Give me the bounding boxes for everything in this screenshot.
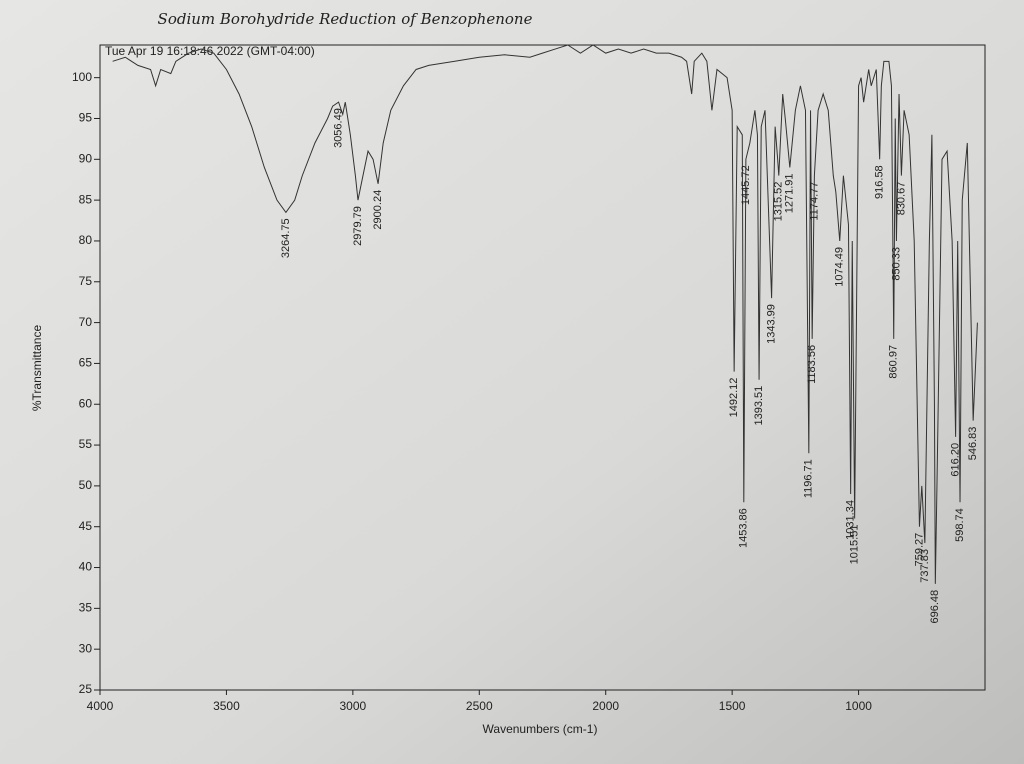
peak-label: 1393.51 <box>753 386 765 426</box>
peak-label: 1183.56 <box>806 345 818 384</box>
x-tick-label: 4000 <box>87 699 114 713</box>
peak-label: 1343.99 <box>765 304 777 344</box>
x-axis-label: Wavenumbers (cm-1) <box>483 722 598 736</box>
peak-label: 916.58 <box>874 165 886 199</box>
peak-label: 616.20 <box>950 443 962 477</box>
peak-label: 1271.91 <box>784 173 796 213</box>
y-tick-label: 50 <box>79 478 93 492</box>
x-tick-label: 2000 <box>592 699 619 713</box>
plot-frame <box>99 44 986 691</box>
x-tick-label: 1000 <box>845 699 872 713</box>
peak-label: 1453.86 <box>738 508 750 548</box>
chart-title: Sodium Borohydride Reduction of Benzophe… <box>158 10 533 28</box>
y-tick-label: 80 <box>79 233 93 247</box>
peak-label: 737.83 <box>919 549 931 583</box>
peak-label: 696.48 <box>929 590 941 624</box>
timestamp: Tue Apr 19 16:18:46 2022 (GMT-04:00) <box>105 44 315 58</box>
peak-label: 1492.12 <box>728 378 740 418</box>
peak-label: 598.74 <box>954 508 966 542</box>
peak-label: 1074.49 <box>834 247 846 287</box>
peak-label: 850.33 <box>890 247 902 281</box>
y-tick-label: 90 <box>79 151 93 165</box>
peak-label: 546.83 <box>967 427 979 461</box>
y-tick-label: 35 <box>79 601 93 615</box>
x-tick-label: 3500 <box>213 699 240 713</box>
y-tick-label: 60 <box>79 396 93 410</box>
peak-label: 3264.75 <box>280 218 292 258</box>
peak-label: 1015.51 <box>849 525 861 565</box>
peak-label: 1174.77 <box>808 182 820 221</box>
y-tick-label: 25 <box>79 682 93 696</box>
spectrum-line <box>112 44 978 584</box>
peak-label: 1196.71 <box>803 459 815 498</box>
y-tick-label: 30 <box>79 641 93 655</box>
y-tick-label: 75 <box>79 274 93 288</box>
peak-label: 759.27 <box>913 533 925 567</box>
peak-label: 2979.79 <box>352 206 364 246</box>
y-tick-label: 95 <box>79 111 93 125</box>
peak-label: 1315.52 <box>773 182 785 222</box>
x-tick-label: 3000 <box>340 699 367 713</box>
peak-label: 2900.24 <box>372 190 384 230</box>
y-tick-label: 100 <box>72 70 92 84</box>
peak-label: 860.97 <box>888 345 900 379</box>
y-tick-label: 85 <box>79 192 93 206</box>
y-tick-label: 40 <box>79 560 93 574</box>
peak-label: 830.67 <box>895 182 907 216</box>
x-tick-label: 1500 <box>719 699 746 713</box>
y-axis-label: %Transmittance <box>30 325 44 412</box>
y-tick-label: 70 <box>79 315 93 329</box>
y-tick-label: 65 <box>79 356 93 370</box>
peak-label: 1445.72 <box>740 165 752 205</box>
y-tick-label: 45 <box>79 519 93 533</box>
x-tick-label: 2500 <box>466 699 493 713</box>
y-tick-label: 55 <box>79 437 93 451</box>
peak-label: 3056.49 <box>332 108 344 148</box>
peak-label: 1031.34 <box>845 500 857 540</box>
